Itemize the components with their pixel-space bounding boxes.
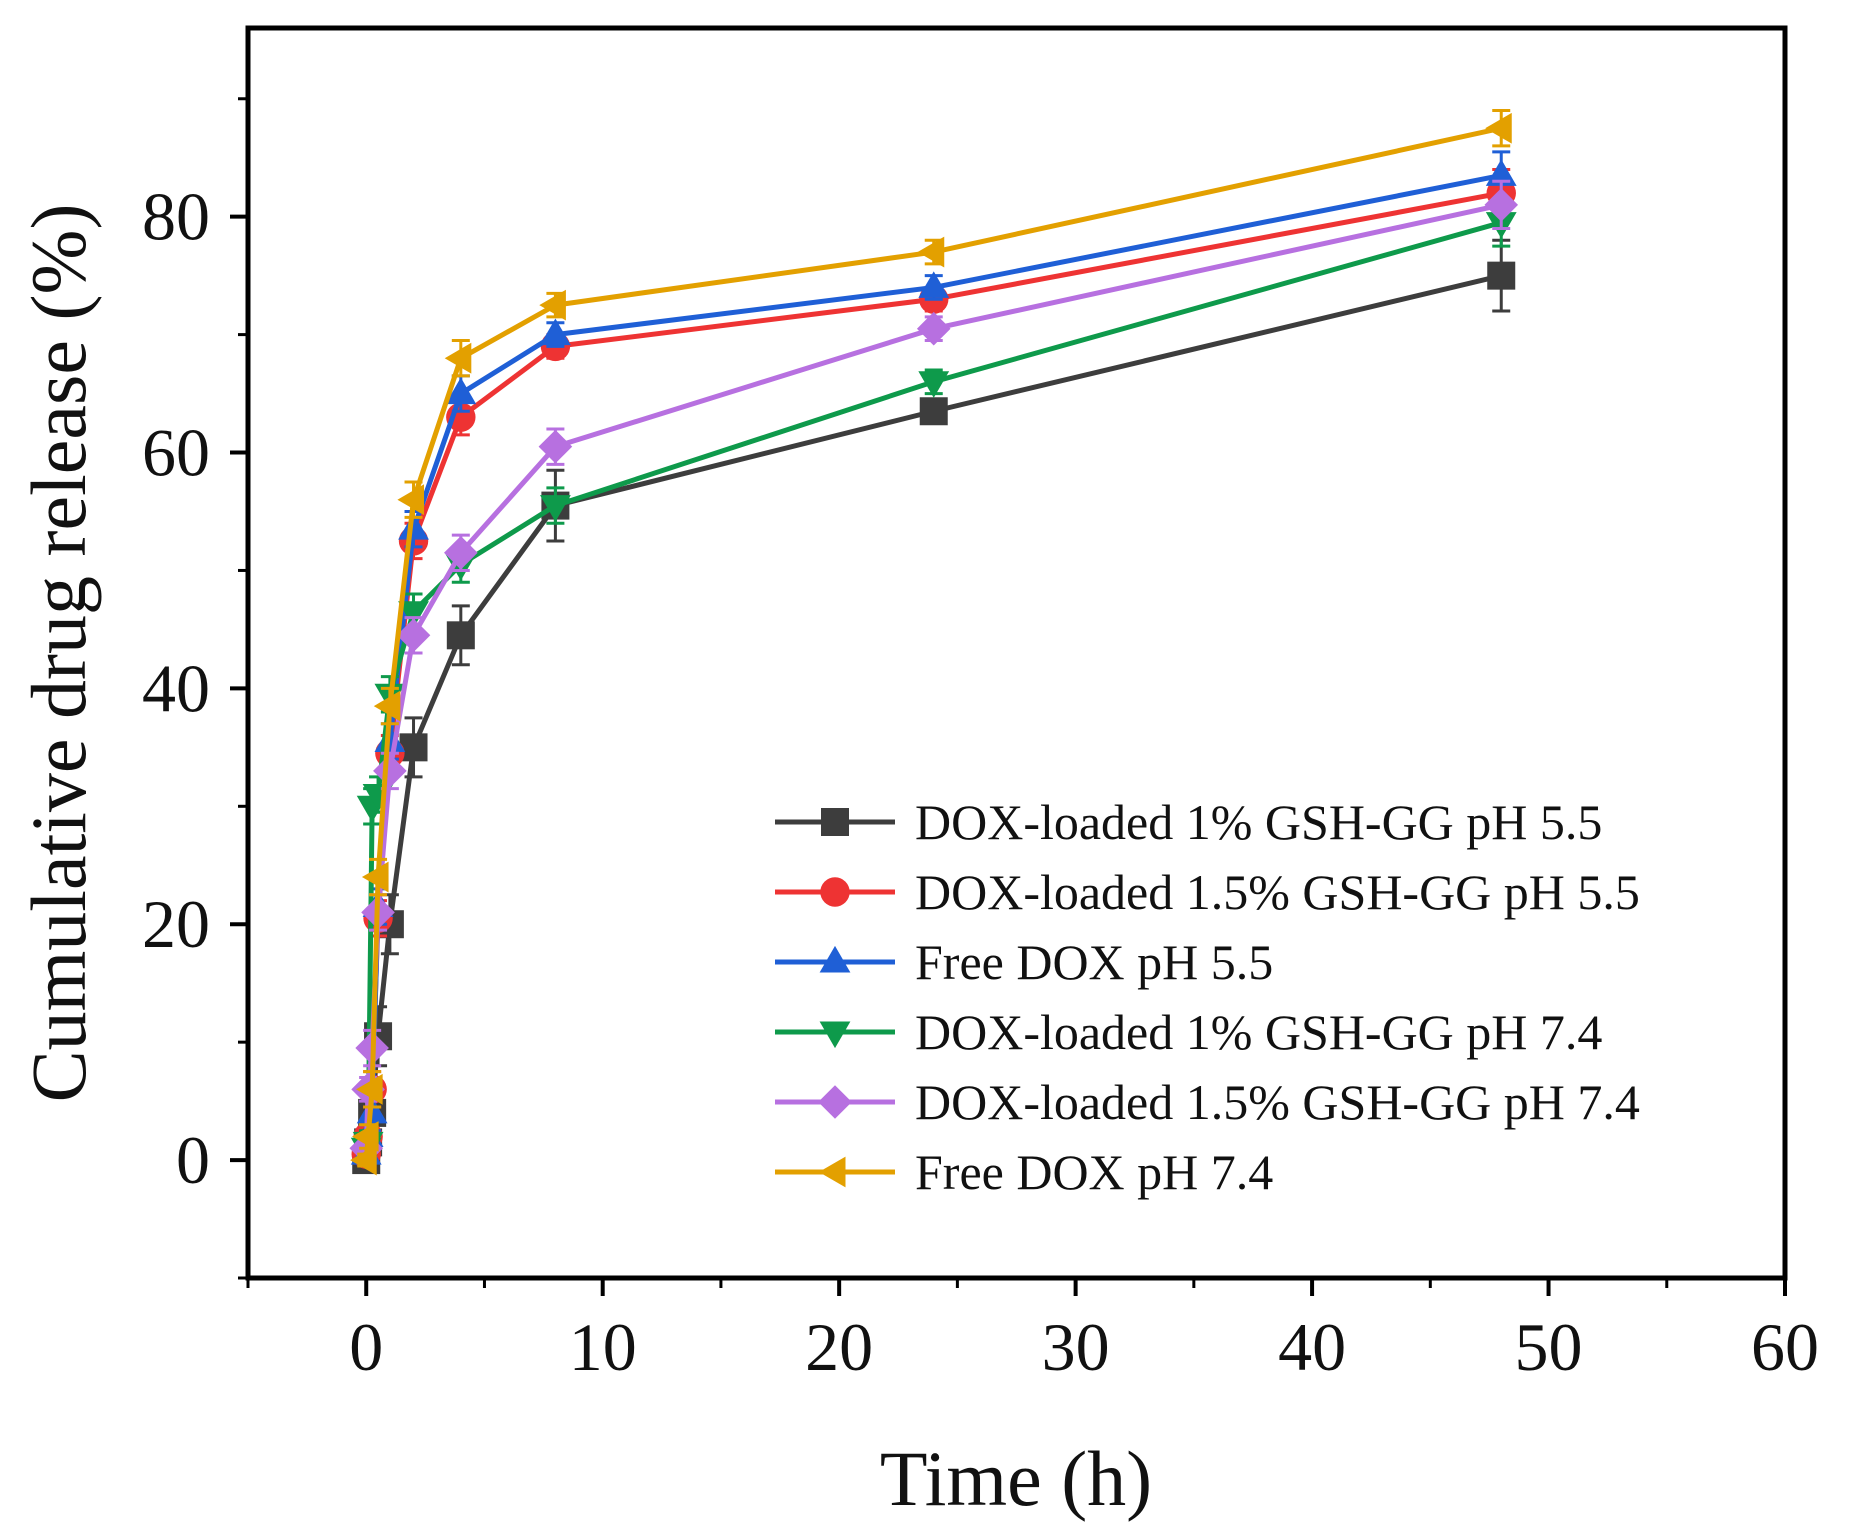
y-tick-label: 20 — [142, 886, 210, 962]
y-tick-label: 80 — [142, 179, 210, 255]
x-tick-label: 50 — [1515, 1309, 1583, 1385]
data-point — [399, 733, 428, 762]
legend-item: Free DOX pH 7.4 — [775, 1144, 1273, 1200]
y-tick-label: 40 — [142, 650, 210, 726]
data-point — [919, 397, 948, 426]
data-point — [1484, 188, 1519, 222]
legend-marker — [821, 808, 849, 836]
data-point — [917, 236, 945, 268]
data-point — [356, 1073, 383, 1105]
data-point — [540, 495, 571, 522]
series-layer — [349, 109, 1519, 1176]
legend-item: Free DOX pH 5.5 — [775, 934, 1273, 990]
legend-label: DOX-loaded 1% GSH-GG pH 5.5 — [915, 794, 1602, 850]
y-tick-label: 0 — [176, 1122, 210, 1198]
x-tick-label: 20 — [805, 1309, 873, 1385]
series-line — [363, 125, 1502, 1161]
data-point — [373, 690, 401, 722]
x-tick-label: 40 — [1278, 1309, 1346, 1385]
data-point — [444, 535, 478, 570]
data-point — [446, 621, 475, 650]
legend-marker — [818, 1085, 852, 1119]
legend-label: DOX-loaded 1.5% GSH-GG pH 7.4 — [915, 1074, 1640, 1130]
x-tick-label: 0 — [349, 1309, 383, 1385]
legend-marker — [819, 945, 851, 973]
x-tick-label: 30 — [1042, 1309, 1110, 1385]
data-point — [1485, 112, 1512, 144]
data-point — [1485, 159, 1517, 186]
legend-item: DOX-loaded 1.5% GSH-GG pH 5.5 — [775, 864, 1640, 920]
legend-item: DOX-loaded 1% GSH-GG pH 5.5 — [775, 794, 1602, 850]
legend-item: DOX-loaded 1% GSH-GG pH 7.4 — [775, 1004, 1602, 1060]
data-point — [540, 318, 571, 346]
y-axis-title: Cumulative drug release (%) — [15, 204, 102, 1103]
legend-marker — [820, 877, 850, 907]
series-6 — [350, 109, 1512, 1176]
data-point — [396, 618, 431, 653]
y-tick-label: 60 — [142, 415, 210, 491]
x-tick-label: 10 — [569, 1309, 637, 1385]
data-point — [445, 377, 477, 405]
legend-label: DOX-loaded 1.5% GSH-GG pH 5.5 — [915, 864, 1640, 920]
series-line — [363, 202, 1502, 1149]
data-point — [350, 1144, 377, 1176]
legend-label: Free DOX pH 5.5 — [915, 934, 1273, 990]
legend-label: DOX-loaded 1% GSH-GG pH 7.4 — [915, 1004, 1602, 1060]
series-line — [363, 220, 1502, 1150]
x-axis-title: Time (h) — [880, 1435, 1152, 1522]
data-point — [918, 371, 950, 398]
data-point — [539, 289, 566, 321]
data-point — [398, 601, 429, 628]
legend-item: DOX-loaded 1.5% GSH-GG pH 7.4 — [775, 1074, 1640, 1130]
data-point — [538, 429, 573, 464]
legend: DOX-loaded 1% GSH-GG pH 5.5 DOX-loaded 1.… — [775, 794, 1640, 1200]
legend-label: Free DOX pH 7.4 — [915, 1144, 1273, 1200]
legend-marker — [818, 1156, 846, 1188]
data-point — [361, 861, 389, 893]
data-point — [916, 311, 951, 346]
data-point — [444, 342, 472, 374]
data-point — [373, 754, 407, 788]
data-point — [918, 271, 950, 298]
x-tick-label: 60 — [1751, 1309, 1819, 1385]
data-point — [397, 484, 425, 516]
legend-marker — [819, 1021, 851, 1049]
data-point — [1487, 261, 1516, 290]
plot-frame — [245, 25, 1788, 1281]
ticks-layer: 0 10 20 30 40 50 60 0 20 40 60 80 — [142, 97, 1819, 1385]
data-point — [352, 1121, 379, 1152]
data-point — [398, 513, 429, 540]
